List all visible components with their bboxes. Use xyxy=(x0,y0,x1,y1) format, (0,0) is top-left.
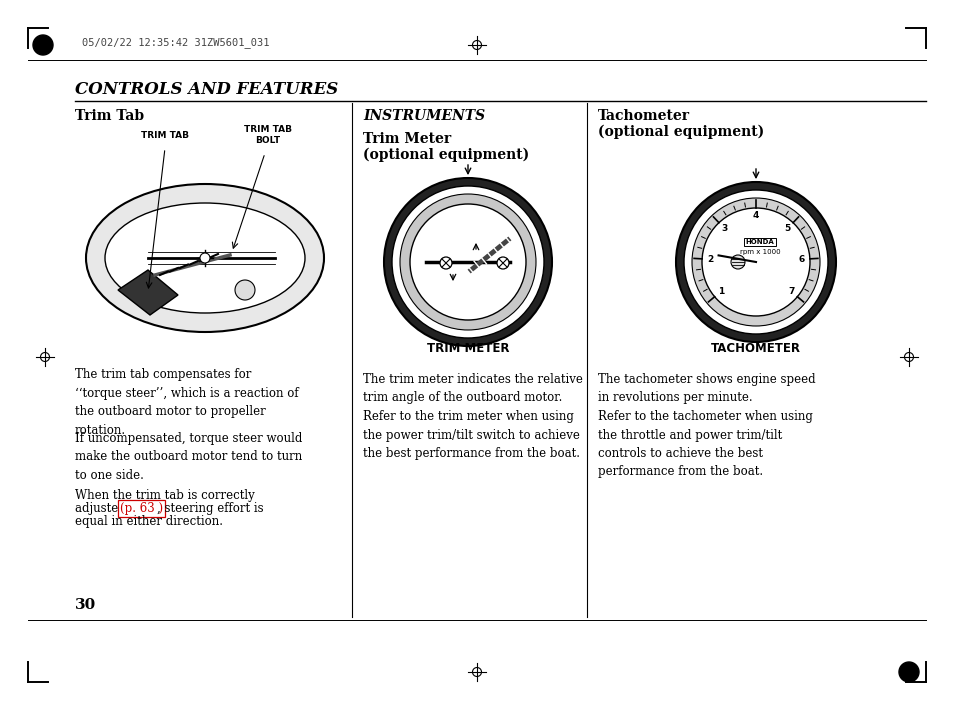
Text: 6: 6 xyxy=(798,255,804,264)
Circle shape xyxy=(497,257,509,269)
Text: Refer to the trim meter when using
the power trim/tilt switch to achieve
the bes: Refer to the trim meter when using the p… xyxy=(363,410,579,460)
Text: , steering effort is: , steering effort is xyxy=(157,502,263,515)
Circle shape xyxy=(234,280,254,300)
Circle shape xyxy=(33,35,53,55)
Text: 3: 3 xyxy=(720,224,727,233)
Circle shape xyxy=(683,190,827,334)
Text: Trim Tab: Trim Tab xyxy=(75,109,144,123)
Circle shape xyxy=(676,182,835,342)
Circle shape xyxy=(399,194,536,330)
Text: TRIM TAB: TRIM TAB xyxy=(141,131,189,140)
Text: Refer to the tachometer when using
the throttle and power trim/tilt
controls to : Refer to the tachometer when using the t… xyxy=(598,410,812,479)
Ellipse shape xyxy=(86,184,324,332)
Circle shape xyxy=(691,198,820,326)
Text: adjusted: adjusted xyxy=(75,502,130,515)
Text: 1: 1 xyxy=(717,287,723,296)
Circle shape xyxy=(730,255,744,269)
Text: rpm x 1000: rpm x 1000 xyxy=(739,249,780,255)
Text: 4: 4 xyxy=(752,212,759,221)
Text: 30: 30 xyxy=(75,598,96,612)
Text: If uncompensated, torque steer would
make the outboard motor tend to turn
to one: If uncompensated, torque steer would mak… xyxy=(75,432,302,482)
Text: CONTROLS AND FEATURES: CONTROLS AND FEATURES xyxy=(75,82,338,99)
Circle shape xyxy=(701,208,809,316)
Text: HONDA: HONDA xyxy=(745,239,774,245)
Text: 5: 5 xyxy=(783,224,790,233)
Text: TRIM METER: TRIM METER xyxy=(426,342,509,354)
Circle shape xyxy=(392,186,543,338)
Circle shape xyxy=(439,257,452,269)
Text: TACHOMETER: TACHOMETER xyxy=(710,342,801,354)
Text: 05/02/22 12:35:42 31ZW5601_031: 05/02/22 12:35:42 31ZW5601_031 xyxy=(82,38,269,48)
Text: INSTRUMENTS: INSTRUMENTS xyxy=(363,109,485,123)
Text: The tachometer shows engine speed
in revolutions per minute.: The tachometer shows engine speed in rev… xyxy=(598,373,815,405)
Text: 7: 7 xyxy=(787,287,794,296)
Text: When the trim tab is correctly: When the trim tab is correctly xyxy=(75,489,254,502)
Text: Trim Meter: Trim Meter xyxy=(363,132,451,146)
Text: Tachometer: Tachometer xyxy=(598,109,689,123)
Circle shape xyxy=(384,178,552,346)
Text: 2: 2 xyxy=(706,255,713,264)
Ellipse shape xyxy=(105,203,305,313)
Text: (optional equipment): (optional equipment) xyxy=(363,148,529,162)
Circle shape xyxy=(898,662,918,682)
Text: equal in either direction.: equal in either direction. xyxy=(75,515,223,528)
Text: (optional equipment): (optional equipment) xyxy=(598,125,763,139)
Text: BOLT: BOLT xyxy=(255,136,280,145)
Text: (p. 63 ): (p. 63 ) xyxy=(120,502,163,515)
Text: TRIM TAB: TRIM TAB xyxy=(244,125,292,134)
Text: The trim meter indicates the relative
trim angle of the outboard motor.: The trim meter indicates the relative tr… xyxy=(363,373,582,405)
Polygon shape xyxy=(118,270,178,315)
Circle shape xyxy=(410,204,525,320)
Text: The trim tab compensates for
‘‘torque steer’’, which is a reaction of
the outboa: The trim tab compensates for ‘‘torque st… xyxy=(75,368,298,437)
Circle shape xyxy=(200,253,210,263)
